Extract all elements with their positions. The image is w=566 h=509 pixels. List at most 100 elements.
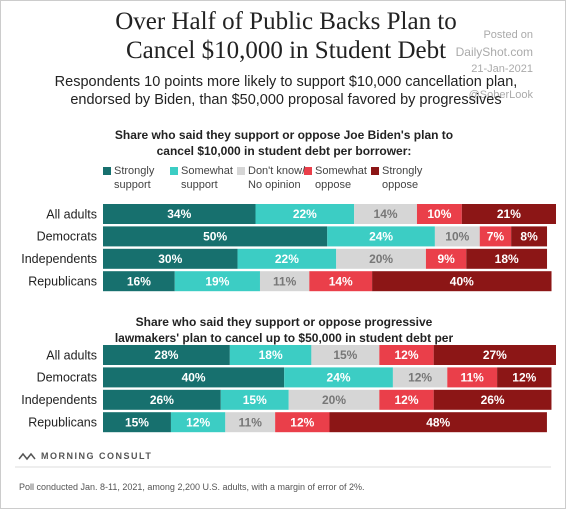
- bar-segment: [225, 412, 276, 433]
- bar-segment: [103, 204, 256, 224]
- legend-swatch: [304, 167, 312, 175]
- bar-segment: [309, 271, 373, 292]
- bar-segment: [447, 367, 498, 388]
- category-label: Independents: [21, 252, 97, 266]
- bar-segment: [103, 248, 238, 269]
- legend-swatch: [170, 167, 178, 175]
- bar-segment: [103, 389, 221, 410]
- value-label: 11%: [461, 371, 485, 385]
- bar-segment: [229, 345, 312, 365]
- value-label: 16%: [127, 274, 151, 288]
- bar-segment: [425, 248, 467, 269]
- value-label: 40%: [450, 274, 474, 288]
- value-label: 20%: [322, 393, 346, 407]
- value-label: 48%: [426, 415, 450, 429]
- bar-segment: [255, 204, 355, 224]
- value-label: 15%: [243, 393, 267, 407]
- value-label: 34%: [167, 207, 191, 221]
- category-label: Democrats: [37, 371, 97, 385]
- bar-segment: [433, 389, 552, 410]
- bar-segment: [327, 226, 435, 247]
- footnote: Poll conducted Jan. 8-11, 2021, among 2,…: [19, 482, 365, 492]
- bar-segment: [288, 389, 380, 410]
- bar-segment: [103, 345, 230, 365]
- bar-segment: [336, 248, 426, 269]
- bar-segment: [237, 248, 337, 269]
- value-label: 11%: [239, 415, 263, 429]
- value-label: 28%: [154, 348, 178, 362]
- value-label: 12%: [394, 393, 418, 407]
- value-label: 24%: [369, 230, 393, 244]
- bar-segment: [433, 345, 556, 365]
- logo-mark: [18, 452, 36, 461]
- chart-title: Share who said they support or oppose Jo…: [114, 128, 454, 158]
- value-label: 15%: [333, 348, 357, 362]
- value-label: 40%: [182, 371, 206, 385]
- bar-segment: [103, 271, 175, 292]
- category-label: Republicans: [28, 415, 97, 429]
- value-label: 8%: [520, 230, 538, 244]
- value-label: 26%: [481, 393, 505, 407]
- logo: MORNING CONSULT: [41, 451, 153, 461]
- bar-segment: [275, 412, 330, 433]
- value-label: 22%: [293, 207, 317, 221]
- legend-label: Somewhat support: [181, 165, 233, 191]
- value-label: 30%: [158, 252, 182, 266]
- bar-segment: [372, 271, 552, 292]
- bar-segment: [434, 226, 480, 247]
- title: Over Half of Public Backs Plan to Cancel…: [115, 8, 457, 64]
- value-label: 10%: [445, 230, 469, 244]
- legend-label: Don't know/ No opinion: [248, 165, 306, 191]
- value-label: 12%: [394, 348, 418, 362]
- bar-segment: [466, 248, 548, 269]
- value-label: 18%: [495, 252, 519, 266]
- bar-segment: [379, 345, 434, 365]
- bar-segment: [461, 204, 556, 224]
- subtitle: Respondents 10 points more likely to sup…: [54, 74, 518, 108]
- bar-segment: [174, 271, 260, 292]
- value-label: 24%: [327, 371, 351, 385]
- value-label: 9%: [437, 252, 455, 266]
- bar-segment: [379, 389, 434, 410]
- bar-segment: [497, 367, 552, 388]
- bar-segment: [329, 412, 547, 433]
- category-label: All adults: [46, 207, 97, 221]
- value-label: 21%: [497, 207, 521, 221]
- bar-segment: [170, 412, 226, 433]
- bar-segment: [511, 226, 548, 247]
- value-label: 10%: [427, 207, 451, 221]
- value-label: 22%: [275, 252, 299, 266]
- value-label: 12%: [186, 415, 210, 429]
- value-label: 19%: [205, 274, 229, 288]
- bar-segment: [284, 367, 393, 388]
- legend-swatch: [237, 167, 245, 175]
- value-label: 14%: [374, 207, 398, 221]
- bar-segment: [311, 345, 380, 365]
- category-label: Independents: [21, 393, 97, 407]
- category-label: All adults: [46, 348, 97, 362]
- bar-segment: [103, 226, 328, 247]
- legend-label: Strongly support: [114, 165, 155, 191]
- value-label: 12%: [408, 371, 432, 385]
- legend-swatch: [371, 167, 379, 175]
- watermark: 21-Jan-2021: [471, 63, 533, 75]
- value-label: 18%: [259, 348, 283, 362]
- bar-segment: [354, 204, 417, 224]
- bar-segment: [392, 367, 448, 388]
- watermark: @SoberLook: [468, 89, 533, 101]
- value-label: 14%: [329, 274, 353, 288]
- legend-swatch: [103, 167, 111, 175]
- value-label: 26%: [150, 393, 174, 407]
- bar-segment: [479, 226, 512, 247]
- bar-segment: [416, 204, 462, 224]
- legend-label: Somewhat oppose: [315, 165, 367, 191]
- value-label: 7%: [487, 230, 505, 244]
- category-label: Republicans: [28, 274, 97, 288]
- value-label: 11%: [273, 274, 297, 288]
- bar-segment: [259, 271, 310, 292]
- watermark: Posted on: [483, 29, 533, 41]
- value-label: 20%: [369, 252, 393, 266]
- category-label: Democrats: [37, 230, 97, 244]
